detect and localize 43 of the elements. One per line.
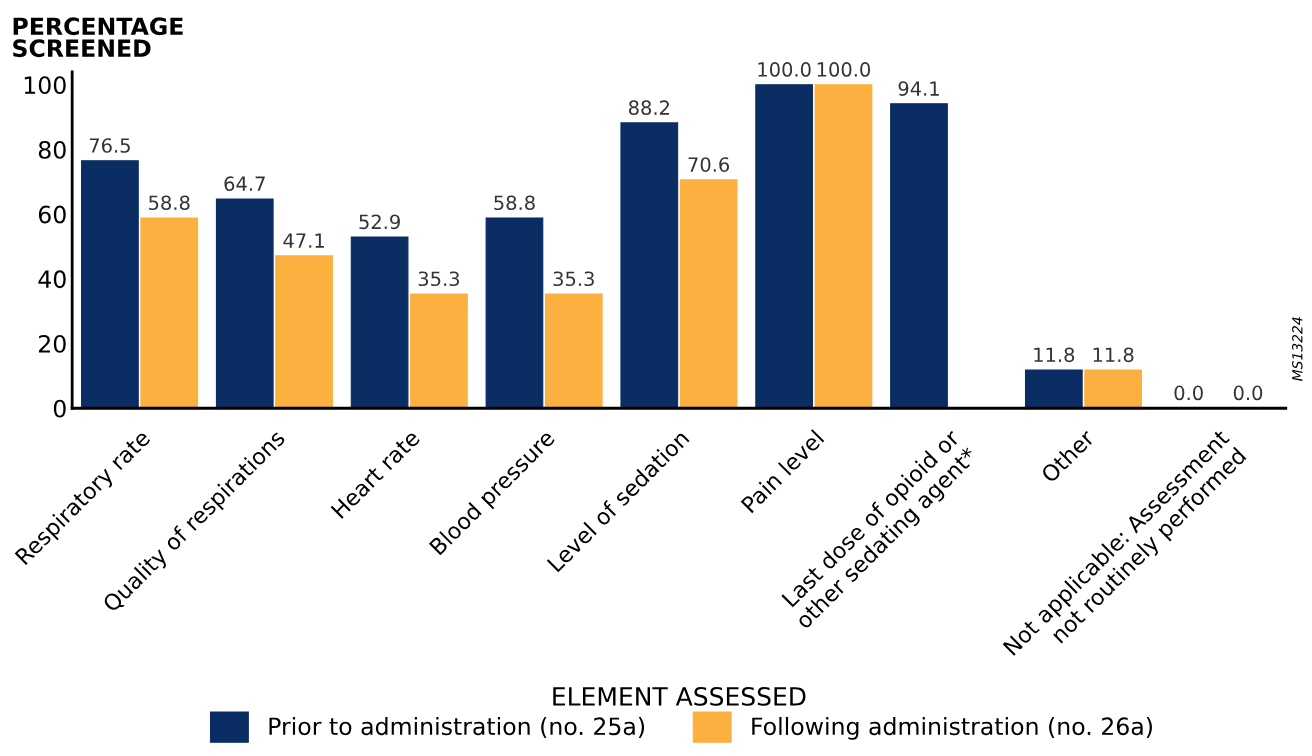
- data-label: 52.9: [359, 214, 400, 230]
- bar: [410, 293, 468, 409]
- legend-label: Prior to administration (no. 25a): [269, 716, 645, 738]
- data-label: 35.3: [418, 271, 460, 287]
- data-label: 47.1: [283, 233, 324, 248]
- data-label: 11.8: [1034, 347, 1075, 363]
- bar: [544, 293, 603, 409]
- data-label: 11.8: [1093, 347, 1134, 363]
- bar: [755, 84, 814, 409]
- data-label: 35.3: [553, 271, 594, 287]
- y-tick-label: 0: [53, 399, 66, 418]
- data-label: 58.8: [149, 195, 190, 211]
- bar: [275, 255, 333, 409]
- data-label: 94.1: [898, 81, 939, 96]
- data-label: 100.0: [758, 62, 811, 77]
- bar: [1024, 369, 1083, 409]
- data-label: 58.8: [494, 195, 535, 211]
- data-label: 88.2: [628, 100, 669, 115]
- data-label: 0.0: [1233, 385, 1263, 401]
- bar: [620, 122, 679, 409]
- bar: [890, 103, 948, 409]
- data-label: 64.7: [224, 176, 265, 192]
- data-label: 0.0: [1174, 385, 1203, 401]
- bar: [1084, 369, 1143, 409]
- y-axis-title: PERCENTAGE SCREENED: [13, 17, 183, 58]
- bar: [81, 160, 139, 409]
- bar: [350, 236, 409, 409]
- bar: [215, 198, 274, 409]
- data-label: 70.6: [688, 157, 730, 172]
- y-tick-label: 100: [24, 76, 66, 95]
- y-tick-label: 60: [38, 205, 66, 224]
- y-tick-label: 80: [38, 140, 66, 159]
- bar: [485, 217, 544, 409]
- legend-label: Following administration (no. 26a): [752, 716, 1152, 740]
- y-tick-label: 40: [38, 270, 66, 289]
- text: MS13224: [1292, 317, 1303, 381]
- x-axis-title: ELEMENT ASSESSED: [553, 686, 806, 706]
- bar: [140, 217, 199, 409]
- y-tick-label: 20: [38, 334, 66, 353]
- data-label: 76.5: [89, 138, 130, 153]
- data-label: 100.0: [817, 62, 871, 77]
- bar: [679, 179, 738, 409]
- bar: [814, 84, 873, 409]
